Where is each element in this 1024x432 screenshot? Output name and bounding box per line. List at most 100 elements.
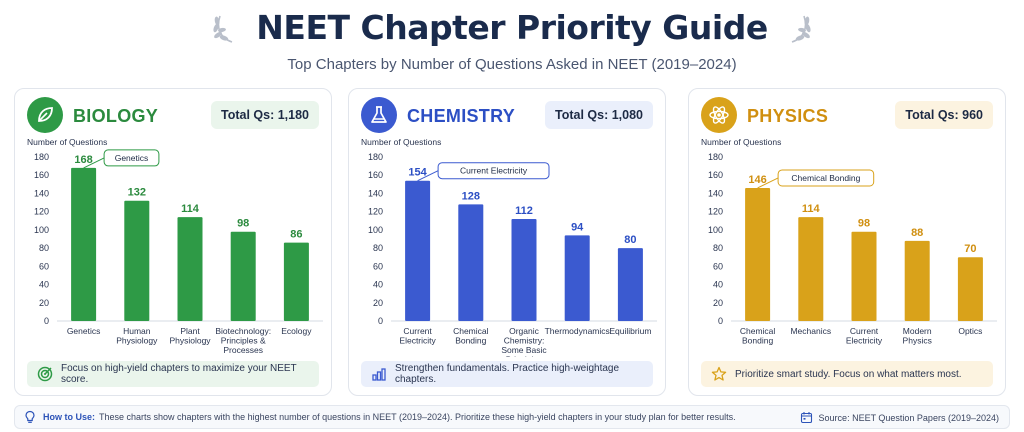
bar-value-label: 86 xyxy=(290,229,302,241)
x-tick-label: Modern xyxy=(903,326,932,336)
bar-value-label: 94 xyxy=(571,221,584,233)
y-tick-label: 80 xyxy=(373,243,383,253)
y-tick-label: 20 xyxy=(373,298,383,308)
y-tick-label: 40 xyxy=(39,280,49,290)
tip-bar: Strengthen fundamentals. Practice high-w… xyxy=(361,361,653,387)
callout-label: Genetics xyxy=(115,153,149,163)
bar-value-label: 88 xyxy=(911,227,923,239)
bar xyxy=(124,200,150,321)
x-tick-label: Principles & xyxy=(221,336,266,346)
callout-pointer xyxy=(757,177,779,189)
callout-label: Chemical Bonding xyxy=(791,173,860,183)
y-tick-label: 60 xyxy=(713,261,723,271)
bar xyxy=(405,180,431,321)
bar-chart-icon xyxy=(372,368,386,381)
y-tick-label: 100 xyxy=(368,225,383,235)
y-tick-label: 20 xyxy=(39,298,49,308)
bar-value-label: 146 xyxy=(748,174,766,186)
x-tick-label: Electricity xyxy=(399,336,436,346)
callout: Chemical Bonding xyxy=(757,169,875,189)
y-axis-label: Number of Questions xyxy=(361,137,442,147)
callout: Current Electricity xyxy=(417,162,550,182)
x-tick-label: Physiology xyxy=(169,336,211,346)
chemistry-bar-chart: 0 20 40 60 80 100 120 140 160 180 154 CurrentElectr… xyxy=(368,152,657,358)
source-note: Source: NEET Question Papers (2019–2024) xyxy=(800,411,999,424)
bar xyxy=(283,242,309,321)
bar-value-label: 128 xyxy=(462,190,480,202)
leaf-icon xyxy=(27,97,63,133)
y-tick-label: 120 xyxy=(368,207,383,217)
bar xyxy=(177,217,203,321)
y-tick-label: 20 xyxy=(713,298,723,308)
bar-value-label: 154 xyxy=(408,167,427,179)
x-tick-label: Bonding xyxy=(742,336,773,346)
target-icon xyxy=(37,366,53,382)
x-tick-label: Organic xyxy=(509,326,540,336)
x-tick-label: Thermodynamics xyxy=(545,326,610,336)
x-tick-label: Chemical xyxy=(453,326,489,336)
chemistry-panel: CHEMISTRY Total Qs: 1,080 Number of Ques… xyxy=(348,88,666,396)
y-tick-label: 60 xyxy=(39,261,49,271)
y-tick-label: 40 xyxy=(713,280,723,290)
biology-panel: BIOLOGY Total Qs: 1,180 Number of Questi… xyxy=(14,88,332,396)
panel-header: PHYSICS Total Qs: 960 xyxy=(701,97,993,137)
x-tick-label: Mechanics xyxy=(790,326,831,336)
y-tick-label: 0 xyxy=(44,316,49,326)
x-tick-label: Physiology xyxy=(116,336,158,346)
physics-panel: PHYSICS Total Qs: 960 Number of Question… xyxy=(688,88,1006,396)
how-to-use-text: These charts show chapters with the high… xyxy=(99,412,736,422)
x-tick-label: Principles xyxy=(506,355,543,358)
bar xyxy=(511,218,537,321)
y-tick-label: 0 xyxy=(718,316,723,326)
panel-header: CHEMISTRY Total Qs: 1,080 xyxy=(361,97,653,137)
x-tick-label: Current xyxy=(403,326,432,336)
y-tick-label: 180 xyxy=(708,152,723,162)
callout-label: Current Electricity xyxy=(460,166,528,176)
x-tick-label: Bonding xyxy=(455,336,486,346)
atom-icon xyxy=(701,97,737,133)
x-tick-label: Physics xyxy=(903,336,932,346)
x-tick-label: Equilibrium xyxy=(609,326,651,336)
y-axis-label: Number of Questions xyxy=(27,137,108,147)
x-tick-label: Chemistry: xyxy=(504,336,545,346)
panel-header: BIOLOGY Total Qs: 1,180 xyxy=(27,97,319,137)
total-badge: Total Qs: 960 xyxy=(895,101,993,129)
laurel-right-icon xyxy=(791,15,811,43)
page-subtitle: Top Chapters by Number of Questions Aske… xyxy=(287,56,737,73)
bar-value-label: 114 xyxy=(802,203,821,215)
total-badge: Total Qs: 1,080 xyxy=(545,101,653,129)
tip-text: Focus on high-yield chapters to maximize… xyxy=(61,363,297,385)
x-tick-label: Ecology xyxy=(281,326,312,336)
y-tick-label: 140 xyxy=(368,188,383,198)
tip-text: Strengthen fundamentals. Practice high-w… xyxy=(395,363,620,385)
y-tick-label: 140 xyxy=(34,188,49,198)
y-tick-label: 160 xyxy=(708,170,723,180)
footer-bar: How to Use: These charts show chapters w… xyxy=(14,405,1010,429)
flask-icon xyxy=(361,97,397,133)
callout-pointer xyxy=(83,157,105,169)
y-axis-label: Number of Questions xyxy=(701,137,782,147)
subject-name: CHEMISTRY xyxy=(407,106,516,126)
tip-text: Prioritize smart study. Focus on what ma… xyxy=(735,368,962,380)
y-tick-label: 100 xyxy=(34,225,49,235)
bar-value-label: 132 xyxy=(128,187,146,199)
x-tick-label: Electricity xyxy=(846,336,883,346)
bar-value-label: 114 xyxy=(181,203,200,215)
bar-value-label: 98 xyxy=(237,218,249,230)
bar xyxy=(798,217,824,321)
x-tick-label: Processes xyxy=(223,345,263,355)
bar-value-label: 168 xyxy=(74,154,92,166)
y-tick-label: 120 xyxy=(34,207,49,217)
total-badge: Total Qs: 1,180 xyxy=(211,101,319,129)
bar-value-label: 80 xyxy=(624,234,636,246)
source-text: Source: NEET Question Papers (2019–2024) xyxy=(818,412,999,423)
y-tick-label: 180 xyxy=(368,152,383,162)
y-tick-label: 120 xyxy=(708,207,723,217)
y-tick-label: 180 xyxy=(34,152,49,162)
x-tick-label: Current xyxy=(850,326,879,336)
y-tick-label: 140 xyxy=(708,188,723,198)
callout-pointer xyxy=(417,170,439,182)
y-tick-label: 0 xyxy=(378,316,383,326)
y-tick-label: 160 xyxy=(34,170,49,180)
bar xyxy=(851,231,877,321)
